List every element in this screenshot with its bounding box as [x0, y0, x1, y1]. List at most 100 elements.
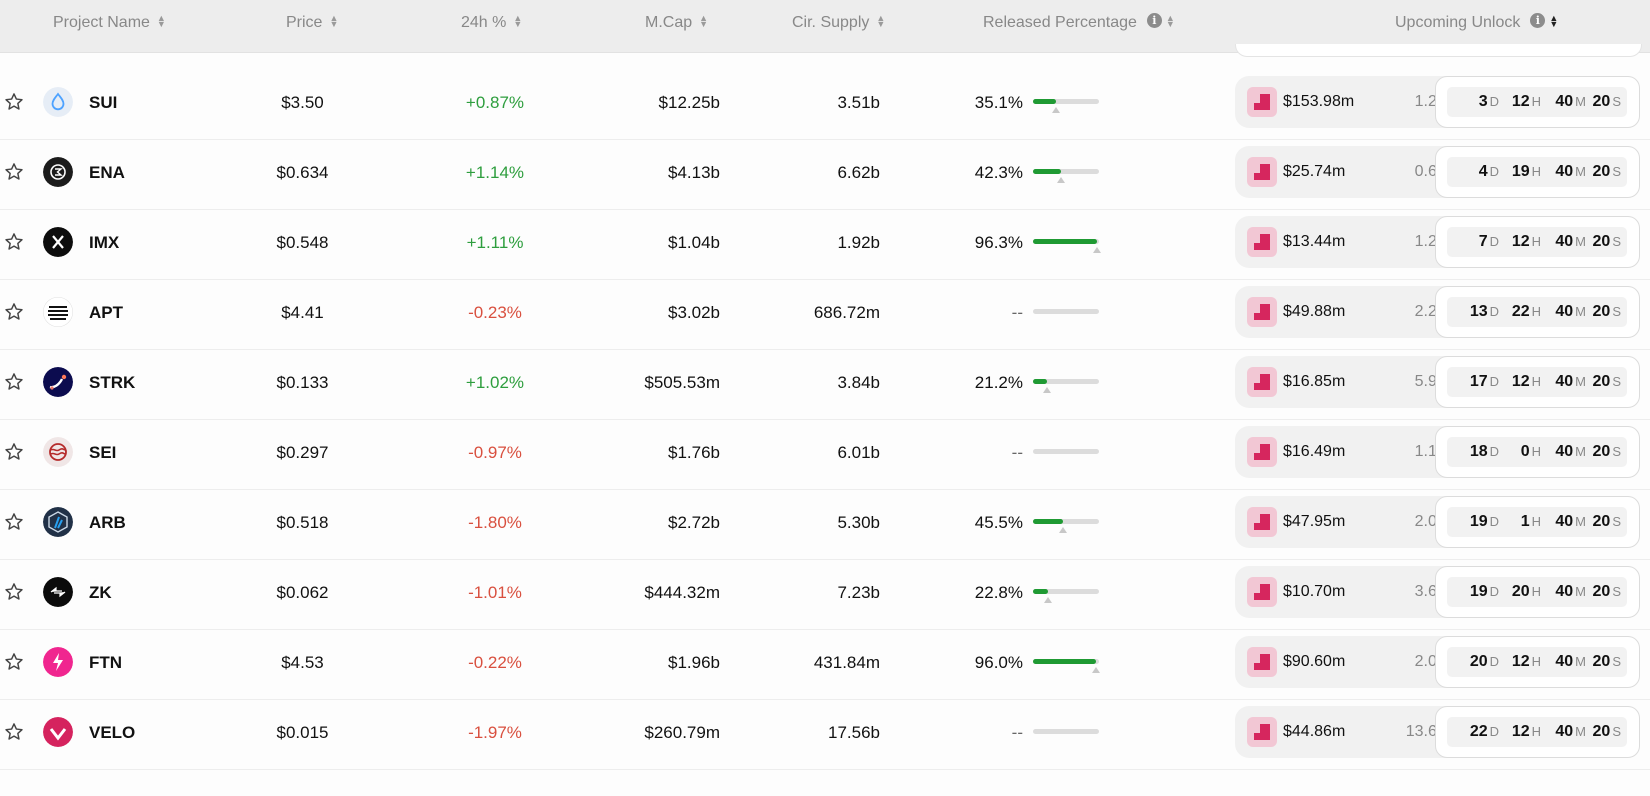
- table-row[interactable]: APT $4.41 -0.23% $3.02b 686.72m -- $49.8…: [0, 276, 1650, 350]
- star-icon[interactable]: [3, 371, 25, 393]
- upcoming-unlock-card[interactable]: $44.86m 13.63% 22 D 12 H 40 M 20 S: [1235, 706, 1640, 758]
- upcoming-unlock-card[interactable]: $49.88m 2.20% 13D 22H 40M 20S: [1235, 286, 1640, 338]
- unit-hours: H: [1531, 164, 1541, 179]
- countdown-seconds: 20: [1592, 303, 1611, 320]
- header-upcoming-unlock[interactable]: Upcoming Unlock i ▲ ▼: [1395, 12, 1559, 31]
- sort-icon[interactable]: ▲ ▼: [156, 12, 166, 29]
- unlock-value: $90.60m: [1283, 653, 1346, 670]
- countdown-minutes: 40: [1555, 163, 1574, 180]
- released-progress-bar: [1033, 449, 1099, 454]
- countdown-hours: 22: [1511, 303, 1530, 320]
- countdown-minutes: 40: [1555, 373, 1574, 390]
- token-name[interactable]: ARB: [89, 513, 126, 532]
- circulating-supply: 6.01b: [837, 443, 880, 462]
- countdown-seconds: 20: [1592, 373, 1611, 390]
- header-24h-change[interactable]: 24h % ▲ ▼: [461, 12, 523, 31]
- table-row[interactable]: STRK $0.133 +1.02% $505.53m 3.84b 21.2% …: [0, 346, 1650, 420]
- star-icon[interactable]: [3, 721, 25, 743]
- unit-hours: H: [1531, 374, 1541, 389]
- market-cap: $3.02b: [668, 303, 720, 322]
- token-name[interactable]: ZK: [89, 583, 112, 602]
- price-change-24h: -1.97%: [468, 723, 522, 742]
- table-row[interactable]: ENA $0.634 +1.14% $4.13b 6.62b 42.3% $25…: [0, 136, 1650, 210]
- circulating-supply: 3.84b: [837, 373, 880, 392]
- table-row[interactable]: FTN $4.53 -0.22% $1.96b 431.84m 96.0% $9…: [0, 626, 1650, 700]
- star-icon[interactable]: [3, 91, 25, 113]
- table-row[interactable]: IMX $0.548 +1.11% $1.04b 1.92b 96.3% $13…: [0, 206, 1650, 280]
- header-market-cap[interactable]: M.Cap ▲ ▼: [645, 12, 709, 31]
- released-percentage: --: [1011, 723, 1023, 742]
- token-name[interactable]: APT: [89, 303, 123, 322]
- table-row[interactable]: SEI $0.297 -0.97% $1.76b 6.01b -- $16.49…: [0, 416, 1650, 490]
- header-price[interactable]: Price ▲ ▼: [286, 12, 339, 31]
- token-name[interactable]: SEI: [89, 443, 117, 462]
- market-cap: $12.25b: [658, 93, 720, 112]
- token-name[interactable]: SUI: [89, 93, 118, 112]
- token-name[interactable]: IMX: [89, 233, 120, 252]
- star-icon[interactable]: [3, 301, 25, 323]
- unlock-chart-icon: [1247, 157, 1277, 187]
- upcoming-unlock-card[interactable]: $13.44m 1.27% 7D 12H 40M 20S: [1235, 216, 1640, 268]
- table-row[interactable]: ARB $0.518 -1.80% $2.72b 5.30b 45.5% $47…: [0, 486, 1650, 560]
- table-row[interactable]: VELO $0.015 -1.97% $260.79m 17.56b -- $4…: [0, 696, 1650, 770]
- upcoming-unlock-card[interactable]: $25.74m 0.64% 4D 19H 40M 20S: [1235, 146, 1640, 198]
- star-icon[interactable]: [3, 581, 25, 603]
- token-price: $3.50: [281, 93, 324, 112]
- upcoming-unlock-card[interactable]: $16.49m 1.18% 18D 0H 40M 20S: [1235, 426, 1640, 478]
- released-percentage: 96.3%: [974, 233, 1023, 252]
- strk-logo-icon: [43, 367, 73, 397]
- unlock-value: $16.85m: [1283, 373, 1346, 390]
- circulating-supply: 5.30b: [837, 513, 880, 532]
- token-name[interactable]: FTN: [89, 653, 123, 672]
- token-name[interactable]: STRK: [89, 373, 136, 392]
- sort-icon[interactable]: ▲ ▼: [1549, 12, 1559, 29]
- table-row[interactable]: SUI $3.50 +0.87% $12.25b 3.51b 35.1% $15…: [0, 66, 1650, 140]
- market-cap: $444.32m: [644, 583, 720, 602]
- price-change-24h: -0.22%: [468, 653, 522, 672]
- token-name[interactable]: VELO: [89, 723, 136, 742]
- info-icon[interactable]: i: [1530, 13, 1546, 29]
- upcoming-unlock-card[interactable]: $47.95m 2.03% 19D 1H 40M 20S: [1235, 496, 1640, 548]
- circulating-supply: 431.84m: [813, 653, 880, 672]
- star-icon[interactable]: [3, 651, 25, 673]
- upcoming-unlock-card[interactable]: $16.85m 5.98% 17D 12H 40M 20S: [1235, 356, 1640, 408]
- previous-row-unlock-edge: [1235, 44, 1642, 57]
- token-price: $0.297: [276, 443, 329, 462]
- sort-icon[interactable]: ▲ ▼: [513, 12, 523, 29]
- header-circulating-supply[interactable]: Cir. Supply ▲ ▼: [792, 12, 886, 31]
- star-icon[interactable]: [3, 511, 25, 533]
- apt-logo-icon: [43, 297, 73, 327]
- unit-seconds: S: [1612, 374, 1621, 389]
- unlock-value: $49.88m: [1283, 303, 1346, 320]
- table-row[interactable]: ZK $0.062 -1.01% $444.32m 7.23b 22.8% $1…: [0, 556, 1650, 630]
- upcoming-unlock-card[interactable]: $90.60m 2.08% 20D 12H 40M 20S: [1235, 636, 1640, 688]
- header-project-name[interactable]: Project Name ▲ ▼: [53, 12, 166, 31]
- unlock-value: $16.49m: [1283, 443, 1346, 460]
- upcoming-unlock-card[interactable]: $153.98m 1.25% 3D 12H 40M 20S: [1235, 76, 1640, 128]
- released-percentage: 35.1%: [974, 93, 1023, 112]
- star-icon[interactable]: [3, 231, 25, 253]
- sort-icon[interactable]: ▲ ▼: [1165, 12, 1175, 29]
- upcoming-unlock-card[interactable]: $10.70m 3.61% 19D 20H 40M 20S: [1235, 566, 1640, 618]
- star-icon[interactable]: [3, 441, 25, 463]
- sort-icon[interactable]: ▲ ▼: [329, 12, 339, 29]
- unit-minutes: M: [1575, 304, 1586, 319]
- unit-seconds: S: [1612, 514, 1621, 529]
- countdown-minutes: 40: [1555, 93, 1574, 110]
- sort-icon[interactable]: ▲ ▼: [699, 12, 709, 29]
- token-name[interactable]: ENA: [89, 163, 125, 182]
- countdown-hours: 19: [1511, 163, 1530, 180]
- token-price: $0.133: [276, 373, 329, 392]
- countdown-hours: 0: [1520, 443, 1530, 460]
- info-icon[interactable]: i: [1146, 13, 1162, 29]
- unit-minutes: M: [1575, 724, 1586, 739]
- countdown-seconds: 20: [1592, 93, 1611, 110]
- header-released-percentage[interactable]: Released Percentage i ▲ ▼: [983, 12, 1175, 31]
- sort-icon[interactable]: ▲ ▼: [876, 12, 886, 29]
- star-icon[interactable]: [3, 161, 25, 183]
- unlock-chart-icon: [1247, 367, 1277, 397]
- arb-logo-icon: [43, 507, 73, 537]
